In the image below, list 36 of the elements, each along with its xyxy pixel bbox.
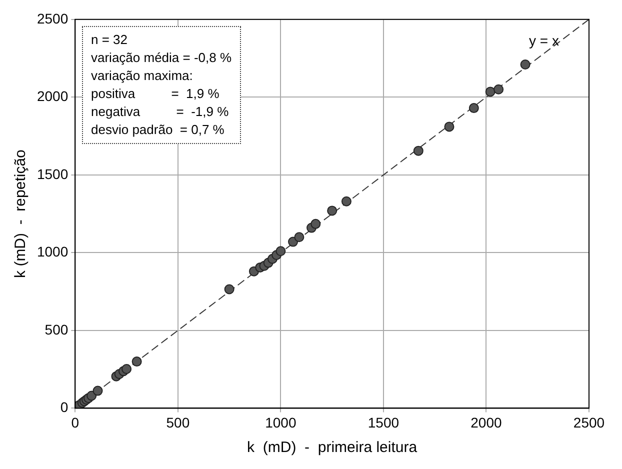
point — [444, 122, 454, 132]
series-label: y = x — [529, 32, 559, 48]
point — [276, 246, 286, 256]
point — [224, 284, 234, 294]
point — [520, 60, 530, 70]
y-tick-label: 2000 — [36, 88, 68, 104]
annotation: variação maxima: — [91, 67, 194, 85]
x-tick-label: 2500 — [573, 414, 605, 430]
annotation: n = 32 — [91, 31, 129, 49]
annotation: negativa = -1,9 % — [91, 103, 230, 121]
point — [310, 218, 321, 229]
x-axis-title: k (mD) - primeira leitura — [247, 439, 418, 456]
y-tick-label: 500 — [44, 321, 68, 338]
x-tick-label: 0 — [71, 414, 80, 430]
y-tick-label: 2500 — [36, 10, 68, 26]
point — [485, 86, 496, 97]
point — [92, 386, 103, 396]
y-tick-label: 1000 — [36, 244, 68, 260]
y-tick-label: 0 — [60, 399, 68, 416]
x-tick-label: 1500 — [368, 414, 400, 430]
point — [468, 103, 479, 114]
y-axis-title: k (mD) - repetição — [12, 150, 30, 278]
annotation: positiva = 1,9 % — [91, 85, 220, 103]
x-tick-label: 500 — [166, 414, 190, 430]
point — [294, 232, 304, 242]
x-tick-label: 2000 — [470, 414, 502, 430]
point — [494, 84, 504, 94]
point — [122, 364, 132, 374]
point — [413, 146, 424, 156]
y-tick-label: 1500 — [36, 166, 68, 182]
point — [132, 356, 142, 367]
annotation: variação média = -0,8 % — [91, 49, 232, 67]
annotation: desvio padrão = 0,7 % — [91, 121, 226, 139]
x-tick-label: 1000 — [265, 414, 296, 430]
point — [327, 206, 338, 216]
point — [341, 196, 352, 206]
